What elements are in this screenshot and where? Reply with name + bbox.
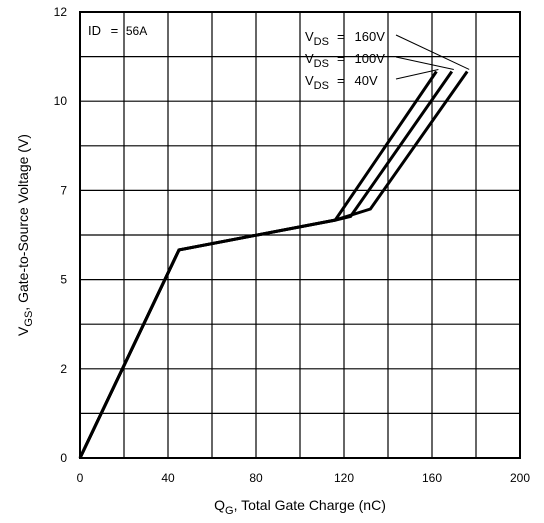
x-axis-label-main: Q xyxy=(214,497,225,513)
y-axis-label-rest: , Gate-to-Source Voltage (V) xyxy=(15,134,31,311)
condition-name: ID xyxy=(88,23,101,38)
y-tick-label: 12 xyxy=(54,5,68,19)
plot-frame xyxy=(79,11,521,459)
x-tick-label: 40 xyxy=(161,471,175,485)
series-leader-line xyxy=(395,68,439,80)
x-axis-label-rest: , Total Gate Charge (nC) xyxy=(234,497,386,513)
y-axis-label-sub: GS xyxy=(23,311,35,327)
series-label: VDS = 40V xyxy=(305,73,378,92)
series-line xyxy=(78,70,469,459)
x-tick-label: 160 xyxy=(422,471,442,485)
x-tick-label: 120 xyxy=(334,471,354,485)
y-tick-label: 10 xyxy=(54,94,68,108)
x-axis-label: QG, Total Gate Charge (nC) xyxy=(214,497,386,517)
leader-lines xyxy=(395,34,470,80)
y-tick-label: 5 xyxy=(60,273,67,287)
y-tick-label: 0 xyxy=(60,451,67,465)
series-labels: VDS = 160V VDS = 100V VDS = 40V xyxy=(305,29,385,92)
tick-labels: 0 40 80 120 160 200 0 2 5 7 10 12 xyxy=(54,5,531,485)
y-axis-label-main: V xyxy=(15,326,31,336)
series-line xyxy=(78,70,438,459)
condition-annotation: ID = 56A xyxy=(88,23,147,38)
series-label: VDS = 160V xyxy=(305,29,385,48)
y-tick-label: 2 xyxy=(60,362,67,376)
series-label: VDS = 100V xyxy=(305,51,385,70)
x-tick-label: 0 xyxy=(77,471,84,485)
y-axis-label: VGS, Gate-to-Source Voltage (V) xyxy=(15,134,35,336)
grid xyxy=(80,12,520,458)
condition-value: 56A xyxy=(126,24,147,38)
x-tick-label: 200 xyxy=(510,471,530,485)
series-leader-line xyxy=(395,56,454,70)
y-tick-label: 7 xyxy=(60,183,67,197)
x-axis-label-sub: G xyxy=(225,505,234,517)
series-leader-line xyxy=(395,34,470,70)
series-group xyxy=(78,70,469,459)
x-tick-label: 80 xyxy=(249,471,263,485)
